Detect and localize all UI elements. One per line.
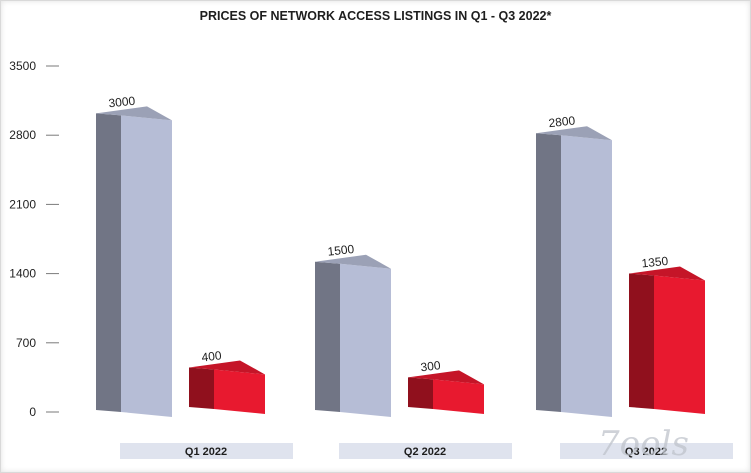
bar-front-face bbox=[561, 135, 612, 417]
bar-front-face bbox=[121, 115, 172, 417]
bar: 300 bbox=[408, 358, 484, 414]
bar-left-face bbox=[536, 133, 561, 412]
data-label: 1350 bbox=[641, 254, 669, 271]
bar-left-face bbox=[408, 377, 433, 409]
y-tick-label: 3500 bbox=[9, 59, 36, 73]
y-tick-label: 2800 bbox=[9, 128, 36, 142]
data-label: 3000 bbox=[108, 94, 136, 111]
bar-top-face bbox=[408, 370, 484, 385]
bar: 1500 bbox=[315, 242, 391, 417]
bar-top-face bbox=[96, 106, 172, 121]
y-tick-label: 700 bbox=[16, 336, 36, 350]
bar-front-face bbox=[214, 369, 265, 414]
bar: 2800 bbox=[536, 113, 612, 417]
data-label: 2800 bbox=[548, 113, 576, 130]
chart-title: PRICES OF NETWORK ACCESS LISTINGS IN Q1 … bbox=[199, 9, 552, 23]
bar: 1350 bbox=[629, 254, 705, 414]
bar-left-face bbox=[629, 273, 654, 409]
y-axis: 0 700 1400 2100 2800 3500 bbox=[9, 59, 59, 419]
bar-top-face bbox=[315, 254, 391, 269]
data-label: 1500 bbox=[327, 242, 355, 259]
x-tick-label: Q1 2022 bbox=[185, 446, 227, 458]
data-label: 400 bbox=[201, 348, 223, 364]
category-band bbox=[560, 443, 733, 459]
bar-front-face bbox=[654, 275, 705, 414]
bar-left-face bbox=[189, 367, 214, 409]
y-tick-label: 2100 bbox=[9, 197, 36, 211]
y-tick-label: 0 bbox=[29, 405, 36, 419]
category-band bbox=[120, 443, 293, 459]
x-tick-label: Q2 2022 bbox=[404, 446, 446, 458]
y-tick-label: 1400 bbox=[9, 267, 36, 281]
bar-left-face bbox=[315, 261, 340, 412]
bar-top-face bbox=[629, 266, 705, 281]
data-label: 300 bbox=[420, 358, 442, 374]
bar-top-face bbox=[536, 126, 612, 141]
bar: 400 bbox=[189, 348, 265, 414]
category-band bbox=[339, 443, 512, 459]
category-labels: Q1 2022 Q2 2022 Q3 2022 bbox=[120, 443, 733, 459]
bar: 3000 bbox=[96, 94, 172, 417]
x-tick-label: Q3 2022 bbox=[625, 446, 667, 458]
watermark-logo: 7ools bbox=[598, 424, 689, 464]
bar-front-face bbox=[433, 379, 484, 414]
bars: 3000 400 1500 300 2800 1350 bbox=[96, 94, 705, 417]
bar-front-face bbox=[340, 263, 391, 417]
bar-top-face bbox=[189, 360, 265, 375]
bar-left-face bbox=[96, 113, 121, 412]
